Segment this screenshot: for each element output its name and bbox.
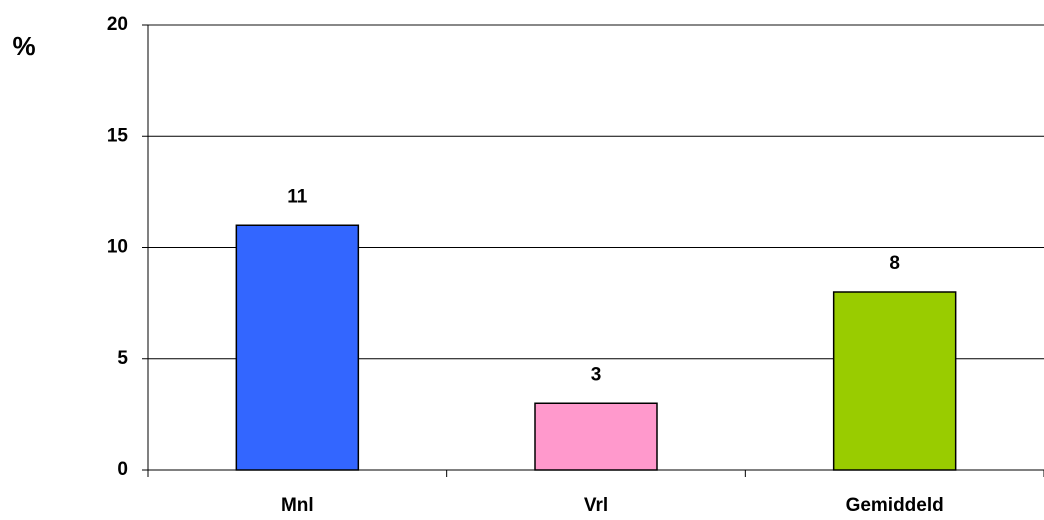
y-tick-label: 20 [107,14,128,35]
x-tick-label: Gemiddeld [846,495,944,516]
x-tick-label: Mnl [281,495,314,516]
data-label: 3 [591,364,602,385]
data-label: 11 [287,186,308,207]
y-tick-label: 10 [107,237,128,258]
y-axis-label: % [12,31,35,61]
y-tick-label: 0 [117,459,128,480]
bar [534,402,658,471]
y-tick-label: 5 [117,348,128,369]
data-label: 8 [889,253,900,274]
bar [235,224,360,471]
bar [832,291,957,471]
x-tick-label: Vrl [584,495,608,516]
y-tick-label: 15 [107,125,129,146]
